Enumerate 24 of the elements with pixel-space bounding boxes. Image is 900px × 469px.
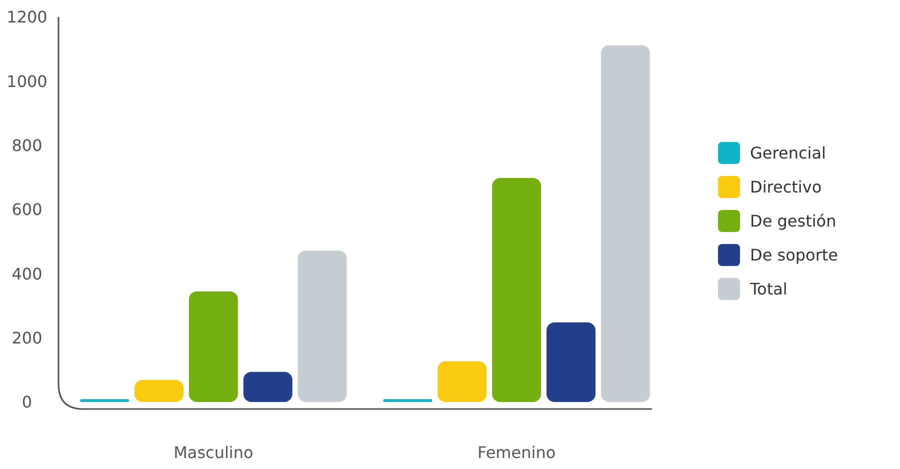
bar [546,322,596,402]
bar [383,399,432,402]
bar [298,250,347,402]
bar [243,372,292,402]
bar [492,178,542,402]
bar [600,45,650,402]
x-tick-label: Femenino [478,443,556,462]
y-tick-label: 800 [12,136,42,155]
y-tick-label: 200 [12,328,42,348]
bar [134,380,184,402]
legend-label: Directivo [750,178,822,197]
y-tick-label: 600 [12,200,42,220]
legend-label: De soporte [750,246,838,265]
bar [188,291,238,402]
y-tick-label: 1000 [6,72,48,91]
bar [438,361,487,402]
y-tick-label: 0 [22,392,32,412]
legend-label: Gerencial [750,144,826,163]
y-tick-label: 1200 [6,8,48,27]
x-tick-label: Masculino [174,443,254,462]
legend-label: De gestión [750,212,836,231]
y-tick-label: 400 [12,264,42,284]
bar [80,399,130,402]
legend-label: Total [749,280,788,299]
